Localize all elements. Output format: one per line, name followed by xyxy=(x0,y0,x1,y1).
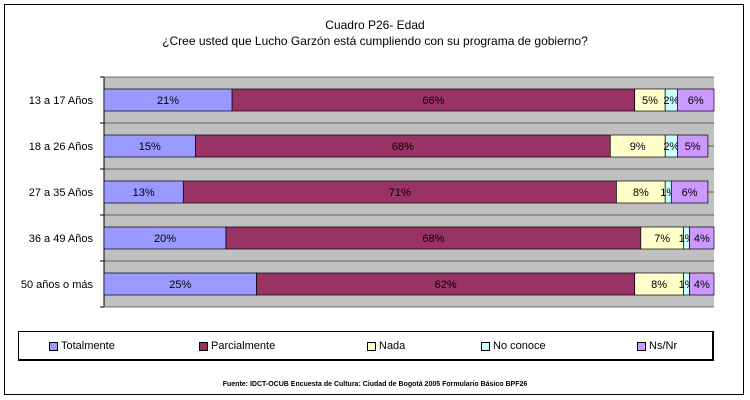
data-label: 15% xyxy=(139,141,161,153)
chart-subtitle: ¿Cree usted que Lucho Garzón está cumpli… xyxy=(162,34,588,48)
bar-segment xyxy=(677,88,715,112)
data-label: 20% xyxy=(154,233,176,245)
legend-swatch xyxy=(199,341,208,351)
legend-item: Parcialmente xyxy=(199,340,275,352)
data-label: 4% xyxy=(694,233,710,245)
data-label: 7% xyxy=(654,233,670,245)
data-label: 13% xyxy=(133,187,155,199)
legend-label: No conoce xyxy=(493,340,546,352)
legend-swatch xyxy=(367,341,376,351)
bar-segment xyxy=(677,134,709,158)
bar-segment xyxy=(670,180,709,204)
data-label: 68% xyxy=(392,141,414,153)
bar-segment xyxy=(689,226,715,250)
data-label: 71% xyxy=(389,187,411,199)
legend-item: Nada xyxy=(367,340,405,352)
chart-title: Cuadro P26- Edad xyxy=(325,18,425,32)
data-label: 25% xyxy=(169,279,191,291)
legend-label: Ns/Nr xyxy=(649,340,678,352)
data-label: 62% xyxy=(435,279,457,291)
data-label: 21% xyxy=(157,95,179,107)
legend-item: No conoce xyxy=(481,340,546,352)
data-label: 2% xyxy=(663,141,679,153)
legend-swatch xyxy=(481,341,490,351)
data-label: 9% xyxy=(630,141,646,153)
legend-item: Ns/Nr xyxy=(637,340,677,352)
legend-swatch xyxy=(637,341,646,351)
legend-label: Nada xyxy=(379,340,406,352)
data-label: 8% xyxy=(633,187,649,199)
bar-segment xyxy=(689,272,715,296)
data-label: 5% xyxy=(685,141,701,153)
data-label: 4% xyxy=(694,279,710,291)
legend-label: Totalmente xyxy=(61,340,115,352)
y-tick-label: 18 a 26 Años xyxy=(29,141,94,153)
data-label: 66% xyxy=(422,95,444,107)
data-label: 5% xyxy=(642,95,658,107)
chart-source: Fuente: IDCT-OCUB Encuesta de Cultura: C… xyxy=(222,381,528,388)
legend-label: Parcialmente xyxy=(211,340,276,352)
data-label: 68% xyxy=(422,233,444,245)
data-label: 2% xyxy=(663,95,679,107)
y-tick-label: 13 a 17 Años xyxy=(29,95,94,107)
chart-legend: Totalmente Parcialmente Nada No conoce Ns/Nr xyxy=(18,331,714,361)
legend-swatch xyxy=(49,341,58,351)
legend-item: Totalmente xyxy=(49,340,115,352)
y-tick-label: 27 a 35 Años xyxy=(29,187,94,199)
data-label: 6% xyxy=(682,187,698,199)
data-label: 6% xyxy=(688,95,704,107)
y-tick-label: 36 a 49 Años xyxy=(29,233,94,245)
data-label: 8% xyxy=(651,279,667,291)
y-tick-label: 50 años o más xyxy=(21,279,94,291)
